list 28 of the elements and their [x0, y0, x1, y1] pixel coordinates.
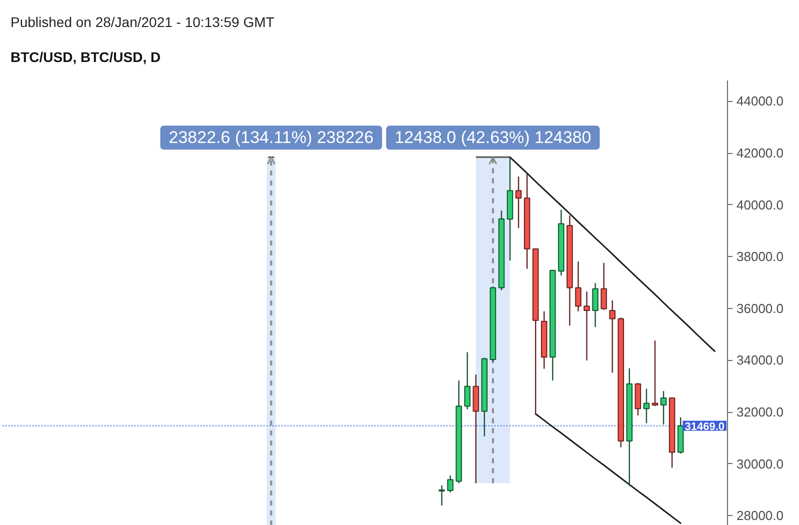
candlestick: [660, 390, 667, 426]
text: Published on 28/Jan/2021 - 10:13:59 GMT: [10, 14, 275, 30]
line-series: [509, 156, 716, 352]
candlestick: [447, 474, 454, 493]
y-tick-label: 32000.0: [736, 404, 784, 420]
candlestick: [464, 352, 470, 410]
y-tick-label: 44000.0: [736, 94, 784, 109]
line-series: [534, 413, 682, 524]
ref-line-label: 31469.0: [684, 420, 725, 433]
candlestick: [438, 484, 445, 506]
chart-title: BTC/USD, BTC/USD, D: [10, 49, 161, 65]
candlestick: [600, 262, 607, 310]
candlestick: [575, 260, 582, 312]
candlestick: [652, 340, 658, 407]
annotation: 12438.0 (42.63%) 124380: [394, 128, 592, 148]
y-tick-label: 38000.0: [736, 249, 784, 264]
y-tick-label: 40000.0: [736, 197, 784, 212]
candlestick: [584, 291, 590, 362]
candlestick: [609, 300, 616, 374]
y-tick-label: 30000.0: [736, 456, 784, 472]
y-tick-label: 36000.0: [736, 300, 784, 316]
y-tick-label: 34000.0: [736, 352, 784, 368]
candlestick: [515, 176, 522, 228]
y-tick-label: 42000.0: [736, 146, 784, 161]
annotation: 23822.6 (134.11%) 238226: [168, 128, 374, 148]
candlestick: [643, 388, 650, 424]
y-tick-label: 28000.0: [736, 508, 784, 524]
candlestick: [592, 282, 598, 328]
